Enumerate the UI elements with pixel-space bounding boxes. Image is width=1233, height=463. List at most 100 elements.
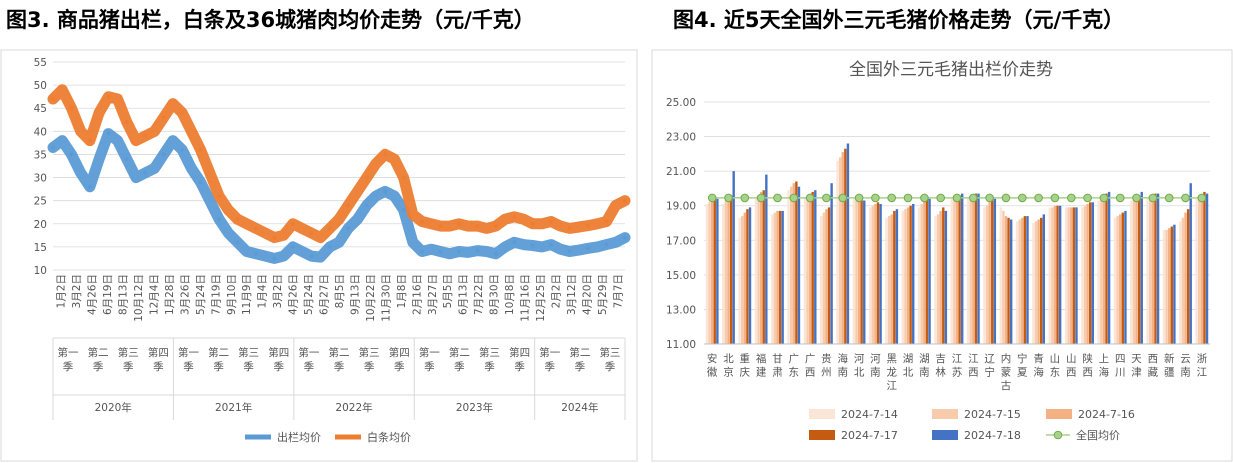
chart1-x-date-label: 3月27日 — [427, 274, 439, 315]
chart2-bar-2024-7-15 — [1181, 217, 1185, 344]
chart1-year-label: 2024年 — [561, 401, 598, 414]
chart1-data-point — [161, 115, 166, 120]
chart1-data-point — [272, 256, 277, 261]
chart1-data-point — [143, 134, 148, 138]
chart2-bar-2024-7-15 — [1083, 205, 1087, 344]
chart2-bar-2024-7-18 — [716, 198, 719, 344]
chart1-data-point — [420, 249, 424, 254]
chart2-bar-2024-7-14 — [1162, 229, 1166, 344]
chart1-quarter-label: 季 — [93, 361, 104, 373]
chart2-bar-2024-7-15 — [1051, 207, 1054, 344]
chart1-data-point — [586, 246, 591, 251]
chart2-bar-2024-7-17 — [827, 207, 831, 344]
chart1-data-point — [217, 194, 222, 198]
chart1-x-date-label: 7月7日 — [612, 274, 624, 308]
chart1-data-point — [475, 224, 480, 229]
chart2-bar-2024-7-14 — [705, 204, 709, 344]
chart2-bar-2024-7-18 — [961, 193, 964, 344]
chart2-bar-2024-7-14 — [820, 216, 823, 344]
chart1-quarter-label: 季 — [63, 361, 74, 373]
chart1-data-point — [530, 243, 535, 248]
chart2-bar-2024-7-15 — [1165, 229, 1168, 344]
chart1-legend-label: 白条均价 — [367, 430, 411, 444]
bar-chart-province-hog-price: 全国外三元毛猪出栏价走势 11.00 13.00 15.00 17.00 19.00 21.… — [651, 49, 1233, 462]
chart1-data-point — [106, 131, 111, 136]
chart1-data-point — [401, 175, 406, 180]
chart2-bar-2024-7-14 — [1097, 200, 1100, 344]
chart1-data-point — [604, 219, 609, 224]
chart2-bar-2024-7-17 — [762, 190, 765, 344]
chart1-quarter-label: 第四 — [148, 346, 169, 359]
chart1-quarter-label: 季 — [243, 361, 254, 373]
chart1-y-tick: 10 — [34, 265, 47, 277]
chart2-category-label: 湖南 — [919, 353, 930, 379]
chart2-bar-2024-7-15 — [1002, 210, 1005, 344]
chart1-x-date-label: 8月30日 — [489, 274, 501, 315]
chart1-data-point — [604, 242, 609, 247]
chart1-quarter-label: 季 — [364, 361, 375, 373]
chart2-bar-2024-7-17 — [974, 193, 978, 344]
chart2-bar-2024-7-18 — [830, 183, 833, 344]
chart2-bar-2024-7-15 — [969, 197, 972, 344]
chart1-quarter-label: 季 — [575, 361, 586, 373]
figure3-title: 图3. 商品猪出栏，白条及36城猪肉均价走势（元/千克） — [6, 8, 535, 32]
chart2-bar-2024-7-15 — [855, 198, 858, 344]
chart1-x-date-label: 8月13日 — [118, 274, 130, 315]
chart2-legend-label: 2024-7-18 — [964, 429, 1021, 442]
chart2-y-tick: 13.00 — [666, 304, 696, 316]
chart2-average-point — [724, 193, 733, 203]
chart1-data-point — [87, 184, 92, 189]
chart1-x-date-label: 5月24日 — [195, 274, 207, 315]
chart2-bar-2024-7-16 — [939, 210, 942, 344]
chart2-bar-2024-7-17 — [909, 205, 912, 344]
chart1-quarter-label: 季 — [514, 361, 525, 373]
chart2-category-label: 山东 — [1050, 353, 1061, 379]
chart2-average-point — [952, 193, 962, 203]
chart2-bar-2024-7-17 — [942, 207, 945, 344]
chart2-category-label: 广西 — [805, 353, 816, 379]
chart2-y-tick: 11.00 — [666, 339, 696, 351]
chart1-x-date-label: 1月2日 — [56, 274, 68, 308]
chart2-average-point — [887, 193, 896, 203]
chart2-category-label: 内蒙古 — [1001, 352, 1012, 392]
chart1-x-date-label: 10月8日 — [504, 274, 516, 315]
chart1-data-point — [309, 231, 314, 235]
chart1-x-date-label: 4月26日 — [288, 274, 300, 315]
chart2-average-point — [1115, 193, 1125, 203]
chart2-category-label: 天津 — [1131, 353, 1142, 379]
chart2-bar-2024-7-15 — [985, 205, 989, 344]
chart2-bar-2024-7-18 — [765, 174, 768, 344]
chart1-x-date-label: 10月22日 — [365, 274, 377, 322]
chart2-average-point — [773, 193, 782, 203]
chart2-category-label: 重庆 — [740, 352, 751, 379]
chart2-bar-2024-7-15 — [1132, 198, 1136, 344]
chart1-quarter-label: 季 — [304, 361, 315, 373]
chart1-data-point — [364, 175, 369, 180]
chart2-average-point — [1050, 193, 1060, 203]
chart2-bar-2024-7-14 — [1195, 198, 1198, 344]
chart2-average-point — [903, 193, 913, 203]
chart2-bar-2024-7-17 — [1186, 209, 1190, 344]
chart2-bar-2024-7-17 — [1105, 193, 1108, 344]
chart1-data-point — [456, 249, 461, 254]
chart2-average-point — [1148, 193, 1158, 203]
chart2-bar-2024-7-16 — [923, 200, 926, 344]
chart2-bar-2024-7-17 — [991, 200, 994, 344]
chart2-bar-2024-7-16 — [776, 210, 779, 344]
chart2-bar-2024-7-17 — [1203, 191, 1206, 344]
chart2-category-label: 吉林 — [935, 353, 946, 379]
chart1-quarter-label: 第三 — [118, 346, 139, 359]
chart2-bar-2024-7-18 — [732, 171, 735, 344]
chart2-average-point — [1034, 193, 1043, 203]
chart1-quarter-label: 第四 — [389, 346, 410, 359]
chart2-bar-2024-7-17 — [1154, 193, 1157, 344]
chart1-data-point — [549, 219, 554, 224]
chart2-bar-2024-7-18 — [1205, 193, 1209, 344]
chart1-data-point — [69, 152, 74, 157]
chart1-data-point — [530, 221, 535, 226]
chart1-x-date-label: 9月10日 — [226, 274, 238, 315]
chart2-bar-2024-7-14 — [1048, 207, 1051, 344]
chart2-average-point — [1099, 193, 1109, 203]
chart2-legend-label: 全国均价 — [1076, 428, 1120, 442]
